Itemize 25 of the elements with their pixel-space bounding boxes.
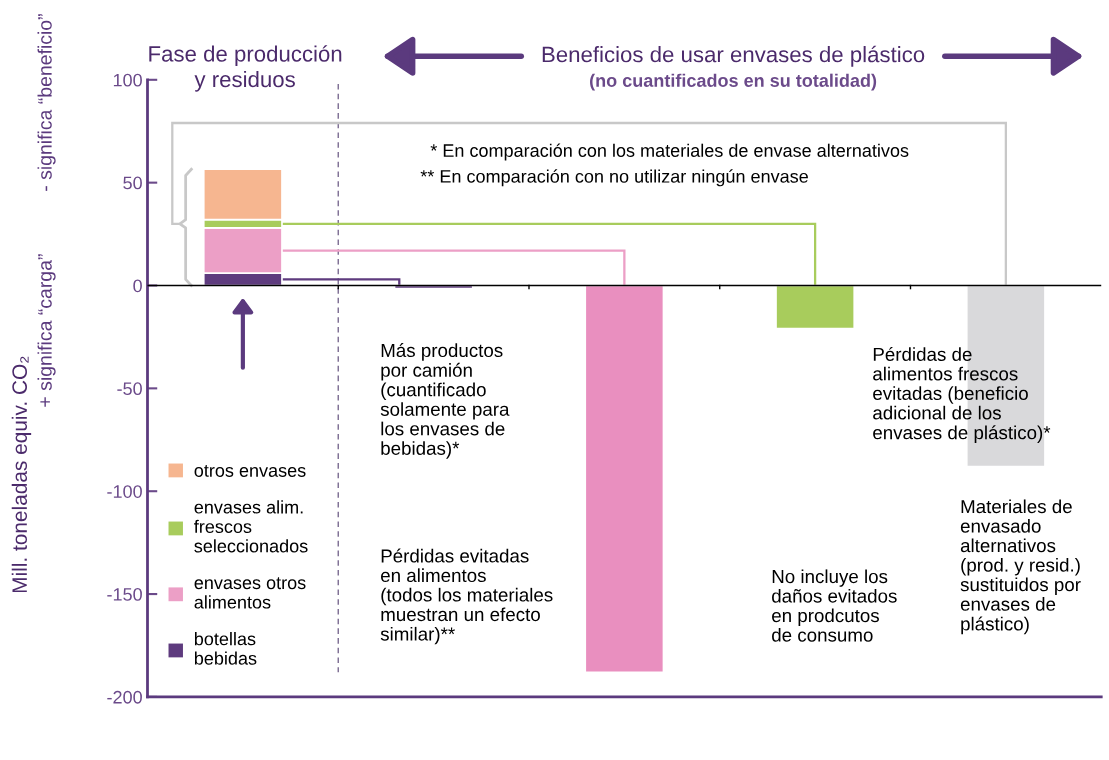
annotation: Materiales de envasado alternativos (prod. y resid.) sustituidos por envases de plástico) — [960, 499, 1081, 635]
y-tick-label: 0 — [133, 279, 142, 293]
annotation: Pérdidas evitadas en alimentos (todos los materiales muestran un efecto similar)** — [380, 548, 553, 645]
annotation: Más productos por camión (cuantificado solamente para los envases de bebidas)* — [380, 343, 510, 459]
chart-title: Beneficios de usar envases de plástico — [542, 45, 925, 67]
annotation: No incluye los daños evitados en prodcutos de consumo — [772, 569, 897, 642]
y-tick-label: 100 — [113, 73, 142, 87]
legend-label: otros envases — [194, 465, 306, 477]
y-tick-label: -50 — [117, 382, 142, 396]
text: + significa “carga” — [37, 254, 56, 407]
annotation: * En comparación con los materiales de envase alternativos — [430, 143, 909, 161]
y-tick-label: 50 — [123, 176, 142, 190]
chart-subtitle: (no cuantificados en su totalidad) — [590, 73, 877, 91]
annotation: Fase de producción y residuos — [149, 45, 342, 92]
legend-label: envases otros alimentos — [194, 577, 306, 609]
annotation: ** En comparación con no utilizar ningún envase — [420, 169, 808, 187]
bar — [584, 284, 665, 674]
annotation: Pérdidas de alimentos frescos evitadas (beneficio adicional de los envases de plástico)* — [873, 347, 1051, 444]
y-tick-label: -200 — [107, 690, 142, 704]
text: - significa “beneficio” — [37, 14, 56, 191]
legend-label: botellas bebidas — [194, 632, 257, 665]
legend-label: envases alim. frescos seleccionados — [194, 500, 308, 553]
y-tick-label: -100 — [107, 485, 142, 498]
y-axis-title: Mill. toneladas equiv. CO₂ — [11, 356, 32, 593]
y-tick-label: -150 — [107, 588, 142, 601]
